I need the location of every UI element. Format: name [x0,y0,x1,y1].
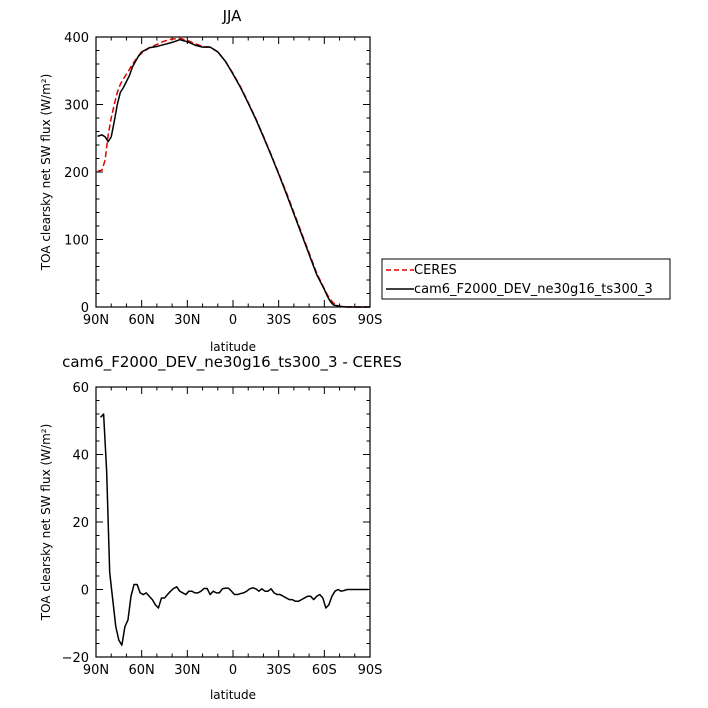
top-ytick-label: 0 [81,301,89,316]
top-xtick-label: 60N [129,313,155,328]
top-panel-title: JJA [222,7,243,25]
legend-label-ceres: CERES [414,263,457,278]
bottom-ytick-label: 60 [72,381,89,396]
top-xtick-label: 90S [358,313,383,328]
bottom-ytick-label: 0 [81,584,89,599]
bottom-xtick-label: 90N [83,663,109,678]
bottom-series-difference-line [100,413,369,646]
top-xtick-label: 60S [312,313,337,328]
top-xtick-label: 90N [83,313,109,328]
top-ytick-label: 300 [64,99,89,114]
bottom-panel-title: cam6_F2000_DEV_ne30g16_ts300_3 - CERES [62,353,402,372]
top-xtick-label: 30N [174,313,200,328]
bottom-panel-xlabel: latitude [210,688,256,702]
top-series-ceres-line [97,37,370,308]
legend-box [381,258,671,300]
top-series-model-line [97,38,370,308]
bottom-ytick-label: −20 [62,651,89,666]
bottom-xtick-label: 60S [312,663,337,678]
top-panel: JJA 90N 60N 30N 0 30S 60S 90S 0 100 200 300 400 lat… [39,7,382,354]
bottom-panel: cam6_F2000_DEV_ne30g16_ts300_3 - CERES 9… [39,353,402,702]
bottom-panel-frame [95,386,371,658]
bottom-xtick-label: 90S [358,663,383,678]
legend: CERES cam6_F2000_DEV_ne30g16_ts300_3 [381,258,671,300]
bottom-xtick-label: 60N [129,663,155,678]
top-ytick-label: 200 [64,166,89,181]
bottom-ytick-label: 20 [72,516,89,531]
bottom-panel-ylabel: TOA clearsky net SW flux (W/m²) [39,424,53,622]
top-ytick-label: 100 [64,234,89,249]
top-xtick-label: 30S [266,313,291,328]
legend-label-model: cam6_F2000_DEV_ne30g16_ts300_3 [414,282,653,297]
top-panel-frame [95,36,371,308]
bottom-ytick-label: 40 [72,449,89,464]
bottom-xtick-label: 30N [174,663,200,678]
bottom-xtick-label: 0 [229,663,237,678]
top-xtick-label: 0 [229,313,237,328]
top-panel-ylabel: TOA clearsky net SW flux (W/m²) [39,74,53,272]
top-panel-xlabel: latitude [210,340,256,354]
bottom-xtick-label: 30S [266,663,291,678]
top-ytick-label: 400 [64,31,89,46]
